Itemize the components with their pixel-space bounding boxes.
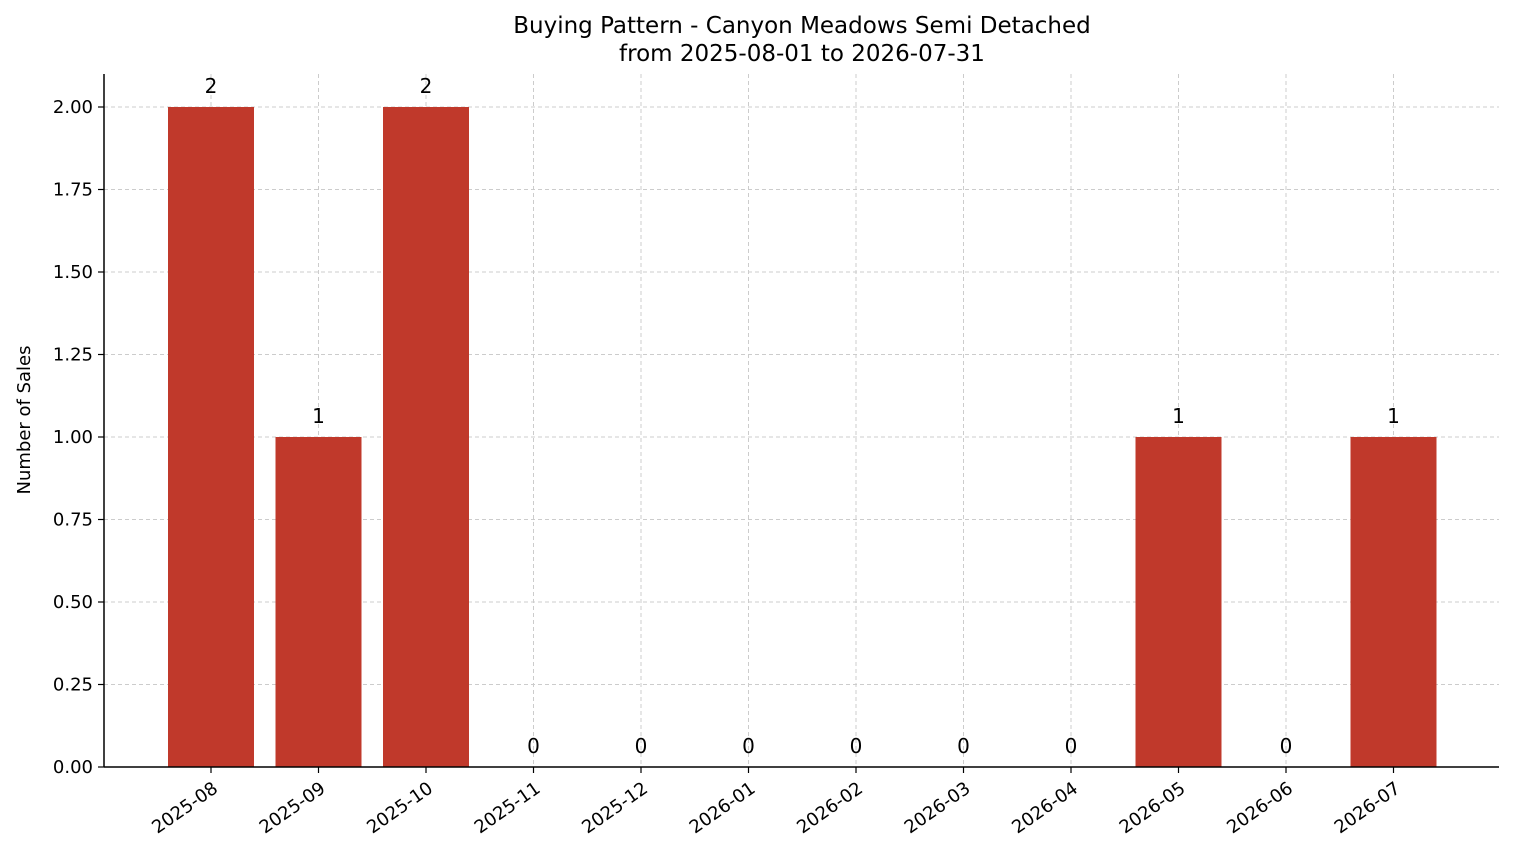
x-tick-label: 2025-10: [363, 778, 437, 838]
y-axis-label: Number of Sales: [14, 345, 35, 494]
y-tick-label: 1.75: [53, 180, 93, 201]
y-tick-label: 0.25: [53, 675, 93, 696]
bar-value-label: 0: [742, 734, 755, 758]
x-tick-label: 2026-03: [901, 778, 975, 838]
bar-value-label: 2: [420, 74, 433, 98]
x-tick-label: 2025-12: [578, 778, 652, 838]
y-tick-label: 0.00: [53, 757, 93, 778]
bar-value-label: 1: [1172, 404, 1185, 428]
bar: [1135, 437, 1222, 767]
bar-value-label: 1: [1387, 404, 1400, 428]
bar-value-label: 0: [1065, 734, 1078, 758]
bar-value-label: 0: [1280, 734, 1293, 758]
x-tick-label: 2026-04: [1008, 778, 1082, 838]
y-tick-label: 1.00: [53, 427, 93, 448]
bar-value-label: 0: [957, 734, 970, 758]
y-tick-label: 2.00: [53, 97, 93, 118]
grid-layer: [104, 74, 1499, 768]
bar: [1350, 437, 1437, 767]
chart-subtitle: from 2025-08-01 to 2026-07-31: [619, 41, 985, 67]
x-tick-label: 2025-08: [148, 778, 222, 838]
x-tick-label: 2026-06: [1223, 778, 1297, 838]
bar-value-label: 0: [527, 734, 540, 758]
y-tick-label: 0.50: [53, 592, 93, 613]
x-tick-label: 2026-07: [1331, 778, 1405, 838]
bar: [168, 107, 254, 767]
y-tick-label: 1.50: [53, 262, 93, 283]
y-tick-label: 1.25: [53, 345, 93, 366]
x-tick-label: 2026-05: [1116, 778, 1190, 838]
bar-value-label: 2: [205, 74, 218, 98]
x-tick-label: 2025-11: [471, 778, 545, 838]
x-tick-label: 2026-01: [686, 778, 760, 838]
bar-value-label: 0: [635, 734, 648, 758]
bar-value-label: 1: [312, 404, 325, 428]
bar-value-label: 0: [850, 734, 863, 758]
x-tick-label: 2025-09: [256, 778, 330, 838]
axis-layer: [98, 74, 1499, 773]
x-tick-label: 2026-02: [793, 778, 867, 838]
chart-title: Buying Pattern - Canyon Meadows Semi Det…: [513, 13, 1090, 39]
bar-layer: [168, 107, 1437, 767]
bar: [383, 107, 469, 767]
bar: [275, 437, 362, 767]
y-tick-label: 0.75: [53, 510, 93, 531]
